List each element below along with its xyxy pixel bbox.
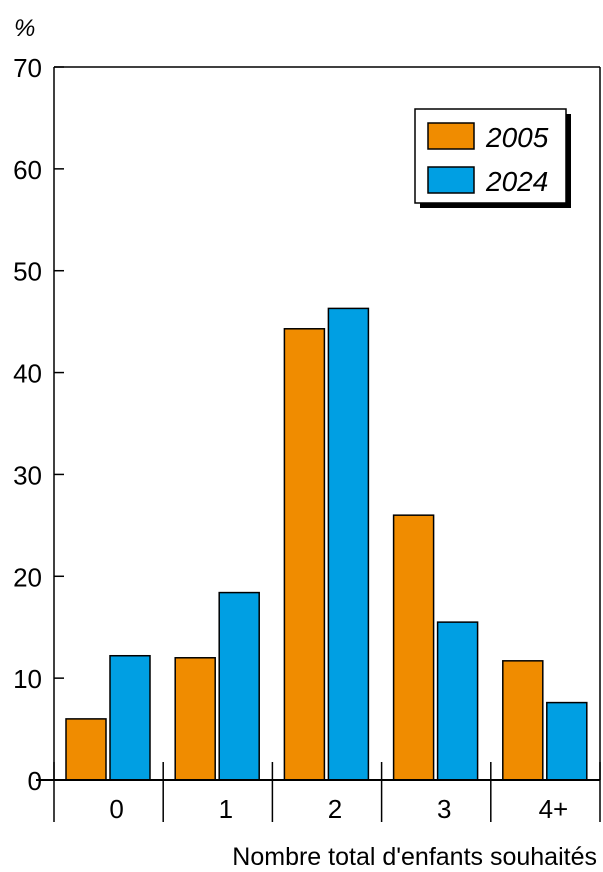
bar-2024-1 <box>218 591 260 781</box>
y-tick-label: 10 <box>13 664 42 694</box>
bar-2024-0 <box>109 654 151 781</box>
x-category-label: 2 <box>328 794 342 824</box>
y-axis-ticks: 0 10 20 30 40 50 60 70 <box>13 53 64 796</box>
y-tick-label: 0 <box>28 766 42 796</box>
bars <box>65 307 588 781</box>
y-tick-label: 50 <box>13 257 42 287</box>
x-category-label: 3 <box>437 794 451 824</box>
bar-2005-1 <box>174 657 216 781</box>
legend: 2005 2024 <box>414 108 571 208</box>
bar-2005-4+ <box>502 660 544 781</box>
legend-swatch-2005 <box>427 122 475 150</box>
x-category-label: 1 <box>219 794 233 824</box>
bar-2024-2 <box>327 307 370 781</box>
y-unit-label: % <box>14 15 35 42</box>
y-tick-label: 60 <box>13 155 42 185</box>
legend-label-2005: 2005 <box>485 122 549 153</box>
y-tick-label: 40 <box>13 359 42 389</box>
legend-swatch-2024 <box>427 166 475 194</box>
legend-label-2024: 2024 <box>485 166 548 197</box>
x-axis-label: Nombre total d'enfants souhaités <box>232 843 597 871</box>
bar-2024-3 <box>436 621 479 781</box>
x-category-label: 0 <box>109 794 123 824</box>
y-tick-label: 20 <box>13 562 42 592</box>
x-axis-categories: 0 1 2 3 4+ <box>53 762 601 824</box>
bar-2005-2 <box>283 328 326 781</box>
y-tick-label: 70 <box>13 53 42 83</box>
bar-2005-3 <box>392 514 435 781</box>
bar-2024-4+ <box>546 701 588 781</box>
y-tick-label: 30 <box>13 460 42 490</box>
x-category-label: 4+ <box>539 794 569 824</box>
bar-2005-0 <box>65 718 107 781</box>
axes <box>36 66 601 781</box>
